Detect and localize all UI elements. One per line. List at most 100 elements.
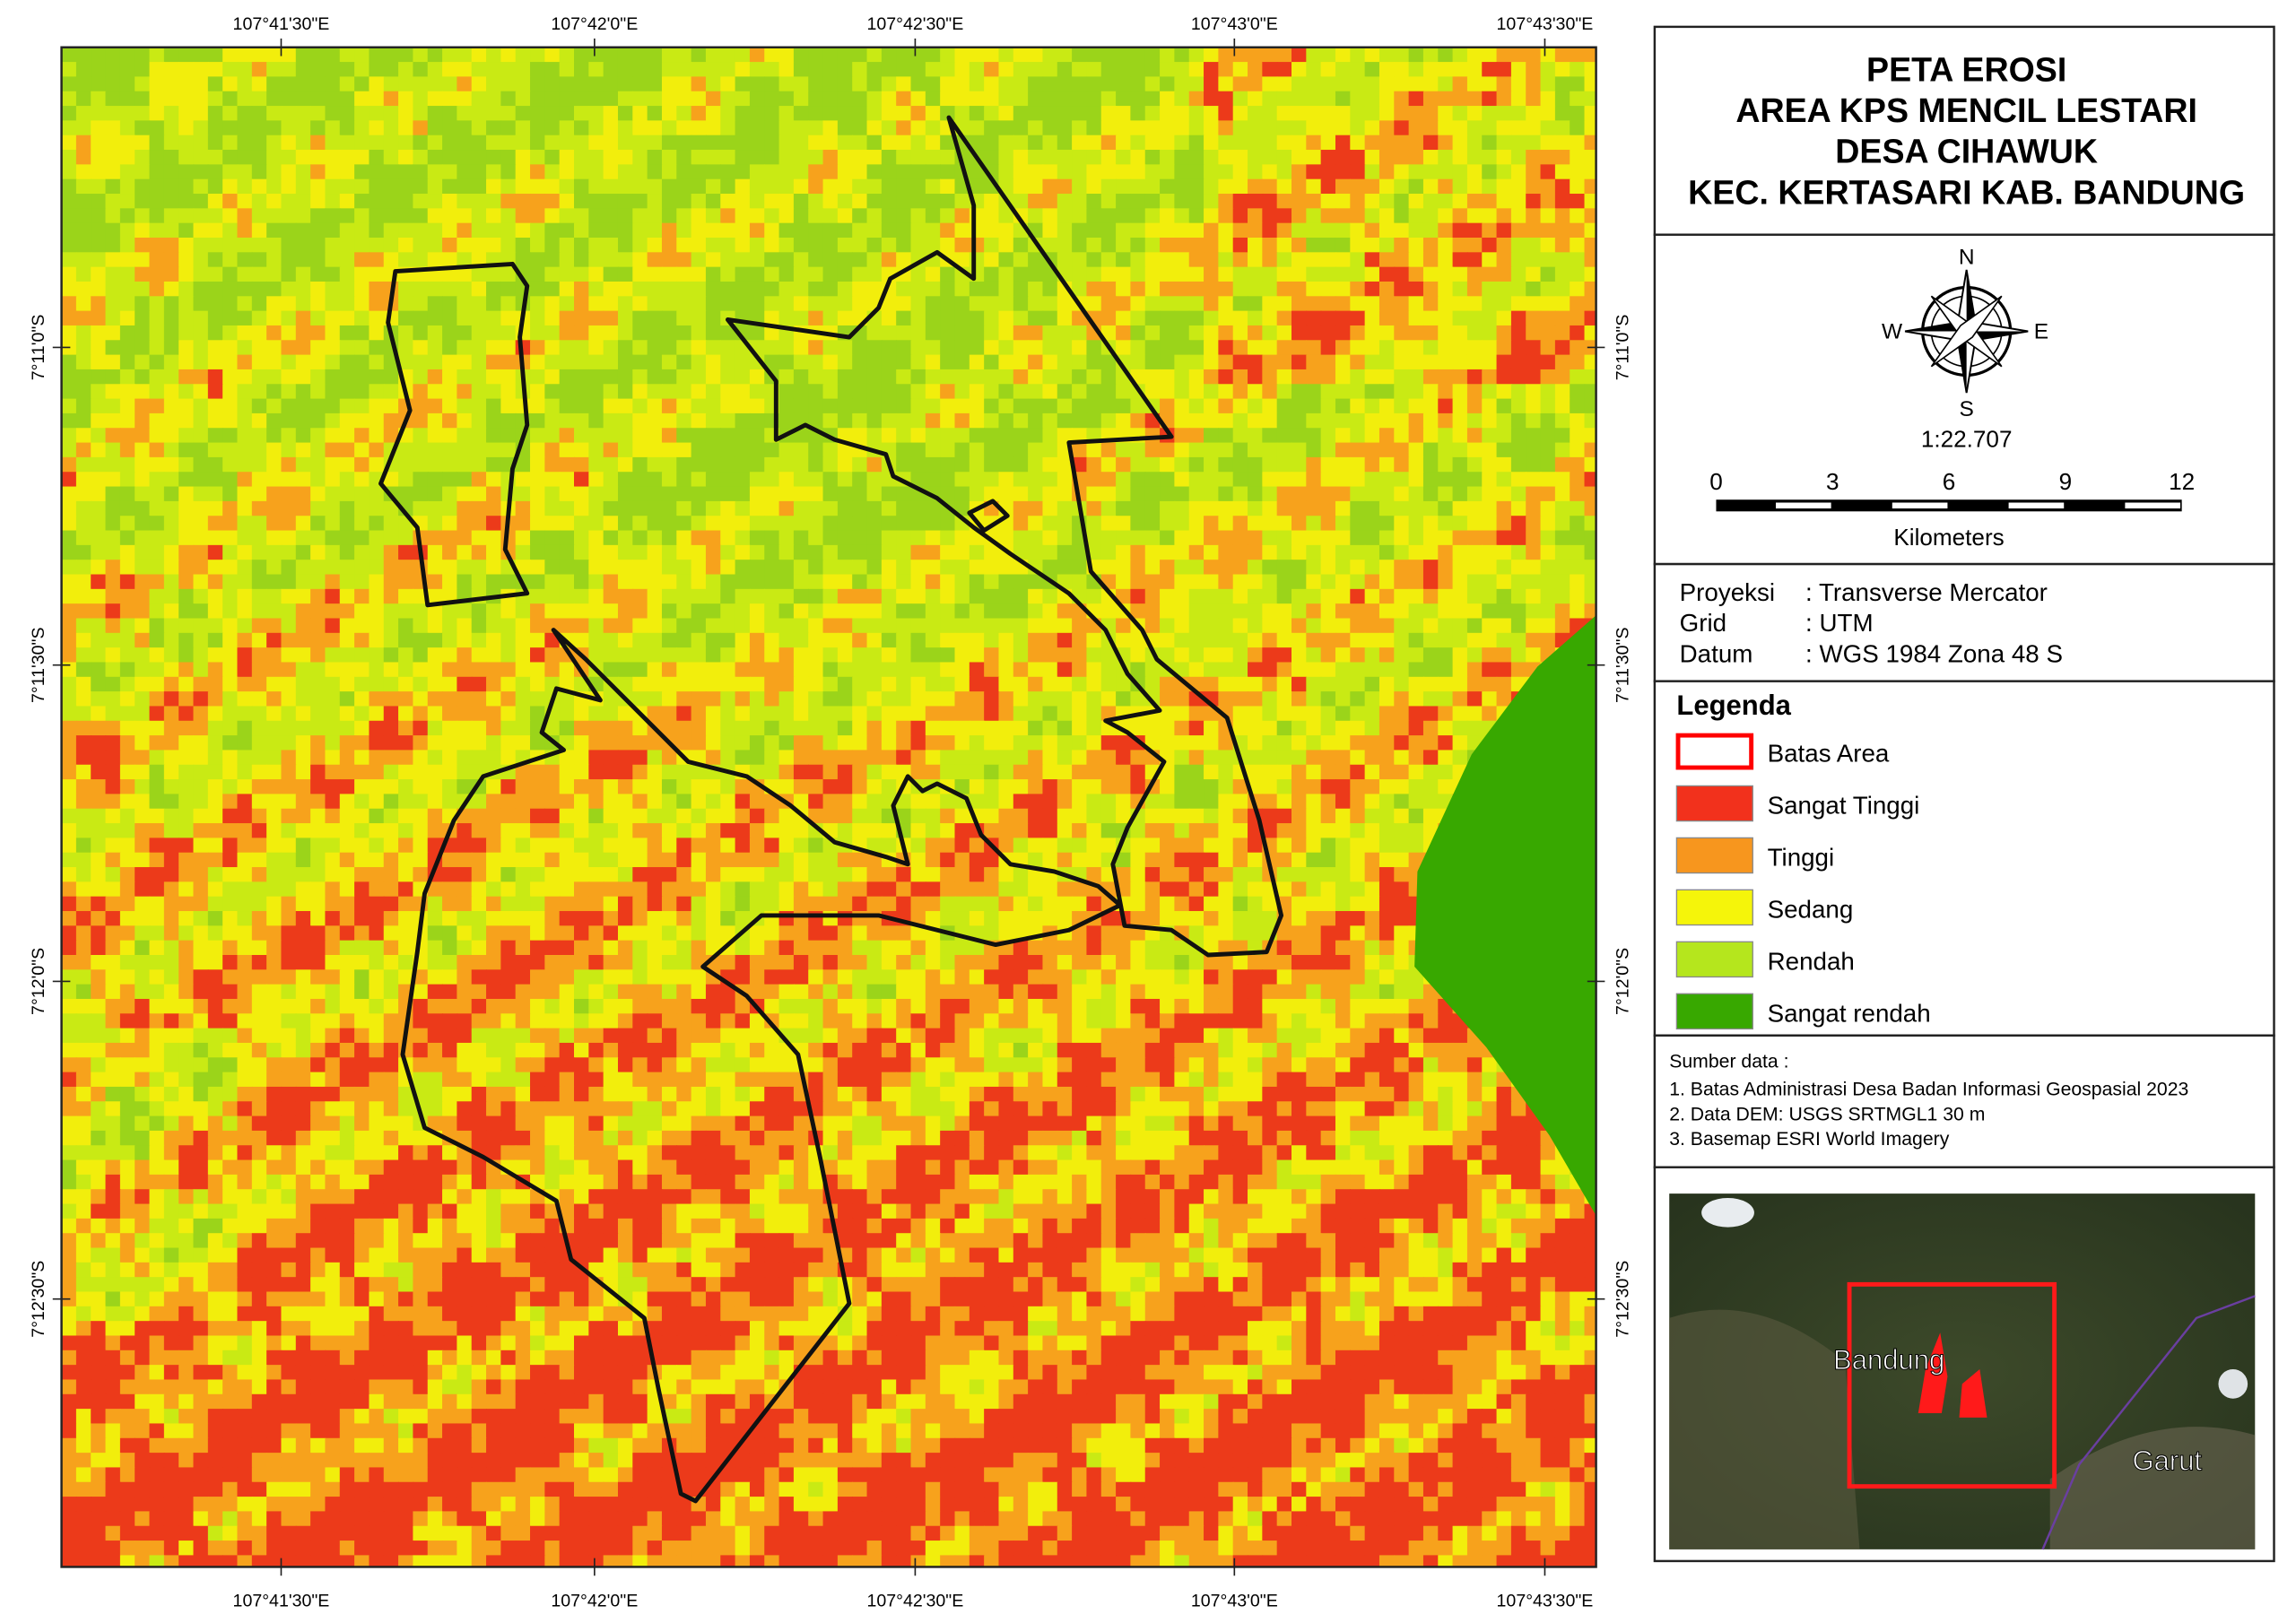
raster-cell — [193, 632, 209, 648]
raster-cell — [881, 76, 897, 92]
raster-cell — [1335, 456, 1352, 473]
raster-cell — [617, 238, 634, 254]
raster-cell — [91, 164, 107, 180]
raster-cell — [778, 544, 795, 560]
raster-cell — [1218, 456, 1234, 473]
raster-cell — [530, 178, 546, 195]
raster-cell — [749, 296, 766, 312]
raster-cell — [1160, 691, 1176, 707]
raster-cell — [1496, 238, 1512, 254]
raster-cell — [1248, 618, 1264, 634]
raster-cell — [1482, 384, 1498, 400]
raster-cell — [339, 500, 355, 517]
raster-cell — [105, 369, 121, 386]
raster-cell — [998, 412, 1014, 430]
raster-cell — [764, 516, 780, 532]
raster-cell — [105, 662, 121, 678]
raster-cell — [1174, 340, 1190, 356]
raster-cell — [1276, 266, 1292, 282]
raster-cell — [691, 178, 707, 195]
raster-cell — [1013, 178, 1029, 195]
raster-cell — [237, 325, 253, 342]
raster-cell — [398, 194, 414, 210]
raster-cell — [119, 500, 136, 517]
raster-cell — [910, 530, 926, 546]
raster-cell — [369, 369, 385, 386]
raster-cell — [661, 632, 678, 648]
raster-cell — [1130, 47, 1146, 63]
raster-cell — [1028, 720, 1044, 736]
raster-cell — [427, 296, 443, 312]
raster-cell — [896, 706, 912, 722]
raster-cell — [178, 588, 195, 604]
raster-cell — [1188, 178, 1205, 195]
raster-cell — [764, 588, 780, 604]
raster-cell — [661, 150, 678, 166]
raster-cell — [617, 62, 634, 78]
raster-cell — [1466, 252, 1483, 268]
raster-cell — [1262, 208, 1278, 224]
raster-cell — [1306, 398, 1322, 414]
raster-cell — [1086, 164, 1102, 180]
raster-cell — [1496, 691, 1512, 707]
raster-cell — [1188, 632, 1205, 648]
raster-cell — [457, 384, 473, 400]
raster-cell — [632, 178, 648, 195]
raster-cell — [588, 178, 604, 195]
raster-cell — [339, 354, 355, 370]
raster-cell — [61, 412, 77, 430]
raster-cell — [793, 296, 810, 312]
raster-cell — [354, 735, 370, 751]
raster-cell — [457, 340, 473, 356]
raster-cell — [427, 500, 443, 517]
raster-cell — [1276, 252, 1292, 268]
raster-cell — [896, 442, 912, 458]
raster-cell — [75, 252, 92, 268]
raster-cell — [457, 691, 473, 707]
raster-cell — [1422, 178, 1439, 195]
raster-cell — [251, 398, 267, 414]
raster-cell — [998, 662, 1014, 678]
raster-cell — [339, 76, 355, 92]
raster-cell — [1422, 691, 1439, 707]
raster-cell — [822, 647, 839, 664]
raster-cell — [837, 106, 854, 122]
raster-cell — [588, 106, 604, 122]
raster-cell — [954, 354, 970, 370]
raster-cell — [457, 325, 473, 342]
raster-cell — [178, 106, 195, 122]
raster-cell — [266, 398, 283, 414]
raster-cell — [1378, 544, 1396, 560]
raster-cell — [1466, 266, 1483, 282]
raster-cell — [1570, 486, 1586, 502]
raster-cell — [910, 369, 926, 386]
raster-cell — [178, 281, 195, 298]
raster-cell — [354, 544, 370, 560]
raster-cell — [471, 442, 487, 458]
raster-cell — [295, 325, 311, 342]
raster-cell — [778, 720, 795, 736]
raster-cell — [1482, 412, 1498, 430]
raster-cell — [237, 560, 253, 576]
raster-cell — [427, 472, 443, 488]
raster-cell — [1394, 632, 1410, 648]
raster-cell — [310, 47, 326, 63]
raster-cell — [178, 544, 195, 560]
raster-cell — [969, 296, 985, 312]
raster-cell — [61, 266, 77, 282]
raster-cell — [1335, 106, 1352, 122]
raster-cell — [427, 325, 443, 342]
raster-cell — [910, 676, 926, 692]
raster-cell — [1276, 603, 1292, 620]
raster-cell — [457, 544, 473, 560]
raster-cell — [105, 135, 121, 151]
raster-cell — [1408, 281, 1424, 298]
raster-cell — [1188, 252, 1205, 268]
raster-cell — [925, 266, 941, 282]
raster-cell — [1276, 208, 1292, 224]
raster-cell — [1364, 456, 1380, 473]
raster-cell — [515, 530, 531, 546]
raster-cell — [471, 281, 487, 298]
raster-cell — [339, 691, 355, 707]
raster-cell — [559, 706, 575, 722]
